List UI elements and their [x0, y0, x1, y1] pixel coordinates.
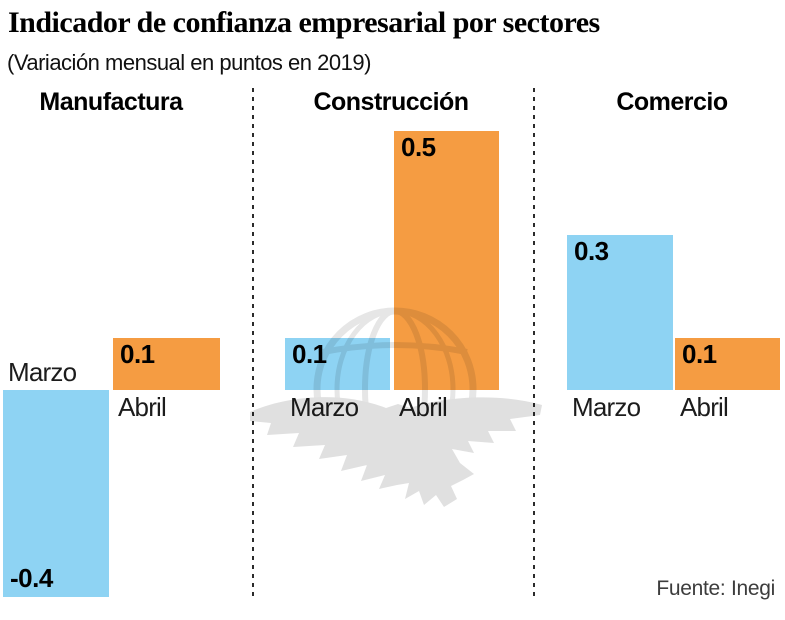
value-label: 0.1 [292, 339, 327, 369]
bar-label-marzo: Marzo [572, 392, 641, 422]
section-header-construccion: Construcción [313, 88, 469, 116]
section-header-comercio: Comercio [616, 88, 728, 116]
bar-comercio-marzo: 0.3 [567, 235, 673, 390]
bar-manufactura-abril: 0.1 [113, 338, 220, 390]
section-header-manufactura: Manufactura [39, 88, 183, 116]
bar-label-marzo: Marzo [290, 392, 359, 422]
value-label: 0.1 [682, 339, 717, 369]
bar-construccion-abril: 0.5 [394, 131, 499, 390]
bar-label-abril: Abril [399, 392, 448, 422]
bar-label-marzo: Marzo [8, 357, 77, 387]
bar-manufactura-marzo: -0.4 [3, 390, 109, 597]
bar-label-abril: Abril [680, 392, 729, 422]
bar-label-abril: Abril [118, 392, 167, 422]
value-label: 0.3 [574, 236, 609, 266]
bar-construccion-marzo: 0.1 [285, 338, 390, 390]
value-label: -0.4 [10, 563, 53, 594]
chart-title: Indicador de confianza empresarial por s… [8, 6, 600, 39]
chart-subtitle: (Variación mensual en puntos en 2019) [7, 50, 371, 75]
value-label: 0.5 [401, 132, 436, 162]
source-credit: Fuente: Inegi [656, 577, 775, 600]
section-divider-1 [252, 88, 254, 600]
value-label: 0.1 [120, 339, 155, 369]
bar-comercio-abril: 0.1 [675, 338, 780, 390]
section-divider-2 [533, 88, 535, 600]
